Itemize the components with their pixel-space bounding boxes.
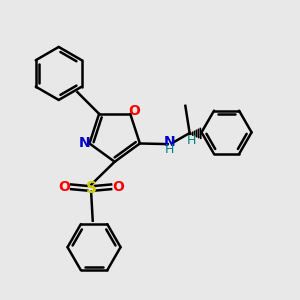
Text: H: H bbox=[187, 134, 196, 147]
Text: H: H bbox=[164, 143, 174, 156]
Text: S: S bbox=[85, 181, 97, 196]
Text: O: O bbox=[58, 180, 70, 194]
Text: O: O bbox=[112, 180, 124, 194]
Text: O: O bbox=[128, 104, 140, 118]
Text: N: N bbox=[78, 136, 90, 151]
Text: N: N bbox=[163, 135, 175, 149]
